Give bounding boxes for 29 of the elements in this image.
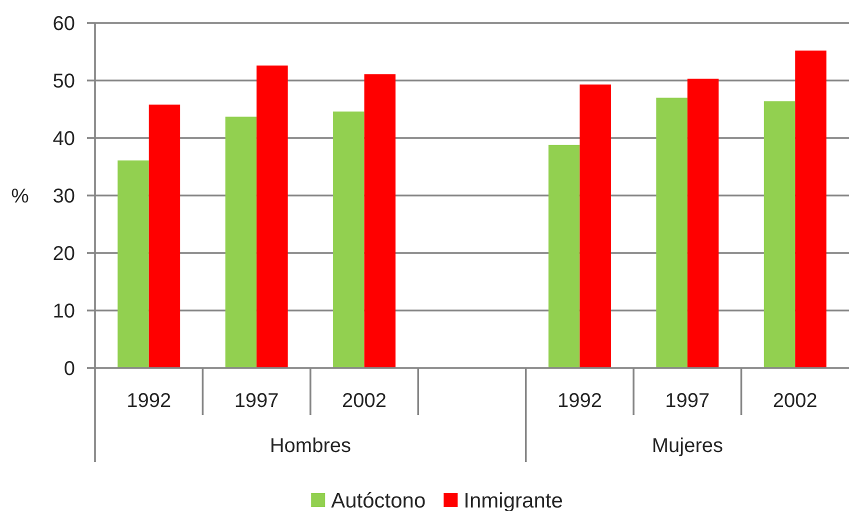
- x-tick-label: 2002: [772, 390, 818, 412]
- y-tick-label: 60: [52, 13, 75, 35]
- bar: [148, 104, 180, 368]
- legend-label: Autóctono: [331, 489, 426, 511]
- bar: [225, 116, 257, 368]
- bar: [548, 144, 580, 368]
- y-tick-label: 20: [52, 243, 75, 265]
- bar: [764, 101, 796, 368]
- text: Mujeres: [652, 435, 723, 457]
- x-tick-label: 1992: [126, 390, 172, 412]
- y-tick-label: 10: [52, 300, 75, 322]
- bar: [795, 50, 826, 368]
- y-axis-title: %: [11, 186, 30, 208]
- y-tick-label: 50: [52, 70, 75, 92]
- bar: [118, 160, 149, 368]
- bar: [333, 112, 364, 368]
- bar: [656, 98, 688, 368]
- bar: [256, 66, 288, 368]
- x-tick-label: 1997: [234, 390, 279, 412]
- text: Hombres: [270, 435, 351, 457]
- x-tick-label: 1992: [557, 390, 602, 412]
- bar: [364, 74, 396, 368]
- x-tick-label: 2002: [342, 390, 387, 412]
- bar: [580, 84, 611, 368]
- bar: [687, 78, 719, 368]
- y-tick-label: 30: [52, 186, 75, 208]
- x-tick-label: 1997: [665, 390, 710, 412]
- y-tick-label: 40: [52, 128, 75, 150]
- y-tick-label: 0: [64, 358, 75, 380]
